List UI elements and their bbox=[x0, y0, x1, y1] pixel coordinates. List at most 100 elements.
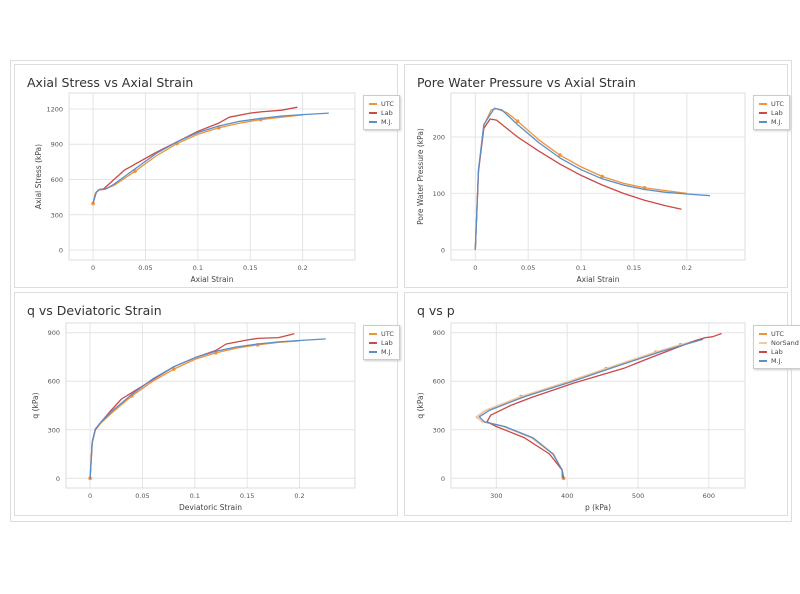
x-axis-label: p (kPa) bbox=[585, 503, 611, 512]
x-tick-label: 0.15 bbox=[240, 492, 254, 500]
legend-label: UTC bbox=[381, 99, 394, 108]
legend-item-m-j[interactable]: M.J. bbox=[369, 117, 394, 126]
legend-label: Lab bbox=[381, 338, 393, 347]
legend-item-m-j[interactable]: M.J. bbox=[759, 356, 799, 365]
data-point-utc bbox=[558, 153, 562, 157]
legend-label: M.J. bbox=[381, 117, 393, 126]
legend: UTC NorSand Lab M.J. bbox=[753, 325, 800, 369]
y-tick-label: 300 bbox=[433, 426, 445, 434]
legend-label: NorSand bbox=[771, 338, 799, 347]
legend-item-utc[interactable]: UTC bbox=[369, 329, 394, 338]
legend-swatch bbox=[759, 350, 767, 353]
data-point-utc bbox=[133, 169, 137, 174]
legend-label: Lab bbox=[771, 347, 783, 356]
series-line-m-j bbox=[474, 107, 711, 250]
data-point-utc bbox=[515, 119, 520, 124]
y-tick-label: 1200 bbox=[46, 105, 63, 113]
chart-title: q vs Deviatoric Strain bbox=[27, 303, 162, 318]
series-line-lab bbox=[92, 106, 298, 204]
legend-item-m-j[interactable]: M.J. bbox=[369, 347, 394, 356]
chart-title: q vs p bbox=[417, 303, 455, 318]
legend: UTC Lab M.J. bbox=[753, 95, 790, 130]
legend-item-lab[interactable]: Lab bbox=[759, 347, 799, 356]
legend-swatch bbox=[759, 341, 767, 344]
series-line-m-j bbox=[89, 338, 326, 479]
x-tick-label: 0 bbox=[91, 264, 95, 272]
chart-svg: 300 400 500 600 0 300 600 900 p (kPa) q (kPa) bbox=[416, 322, 746, 512]
legend-label: UTC bbox=[381, 329, 394, 338]
plot-area bbox=[450, 92, 746, 261]
x-tick-label: 0.1 bbox=[193, 264, 203, 272]
chart-panel-pore-water-pressure-vs-axial-strain: Pore Water Pressure vs Axial Strain 0 0.05… bbox=[404, 64, 790, 288]
data-point-utc bbox=[172, 367, 176, 371]
legend-item-lab[interactable]: Lab bbox=[369, 108, 394, 117]
legend-swatch bbox=[759, 359, 767, 362]
legend-item-lab[interactable]: Lab bbox=[759, 108, 784, 117]
legend: UTC Lab M.J. bbox=[363, 95, 400, 130]
y-tick-label: 900 bbox=[51, 141, 63, 149]
legend-item-m-j[interactable]: M.J. bbox=[759, 117, 784, 126]
legend-item-lab[interactable]: Lab bbox=[369, 338, 394, 347]
chart-svg: 0 0.05 0.1 0.15 0.2 0 300 600 900 1200 Axial Strai… bbox=[34, 92, 356, 284]
series-line-lab bbox=[486, 332, 722, 479]
y-tick-label: 900 bbox=[433, 329, 445, 337]
legend-swatch bbox=[369, 102, 377, 105]
x-tick-label: 0.15 bbox=[243, 264, 257, 272]
y-tick-label: 900 bbox=[48, 329, 60, 337]
y-axis-label: Pore Water Pressure (kPa) bbox=[416, 128, 425, 225]
legend-swatch bbox=[759, 120, 767, 123]
plot-area bbox=[68, 92, 356, 261]
y-tick-label: 0 bbox=[441, 475, 445, 483]
x-tick-label: 0.2 bbox=[682, 264, 692, 272]
x-tick-label: 0 bbox=[473, 264, 477, 272]
x-tick-label: 400 bbox=[561, 492, 573, 500]
x-tick-label: 0.05 bbox=[138, 264, 152, 272]
y-tick-label: 0 bbox=[59, 247, 63, 255]
legend-swatch bbox=[759, 102, 767, 105]
series-line-utc bbox=[475, 338, 702, 479]
series-line-norsand bbox=[475, 338, 702, 479]
legend-item-utc[interactable]: UTC bbox=[759, 99, 784, 108]
legend-swatch bbox=[369, 341, 377, 344]
x-axis-label: Axial Strain bbox=[191, 275, 234, 284]
y-tick-label: 200 bbox=[433, 134, 445, 142]
dashboard-frame bbox=[10, 60, 792, 522]
legend-swatch bbox=[369, 350, 377, 353]
y-axis-label: Axial Stress (kPa) bbox=[34, 144, 43, 209]
y-tick-label: 0 bbox=[441, 246, 445, 254]
chart-svg: 0 0.05 0.1 0.15 0.2 0 100 200 Axial Strain Pore W… bbox=[416, 92, 746, 284]
x-tick-label: 600 bbox=[703, 492, 715, 500]
legend: UTC Lab M.J. bbox=[363, 325, 400, 360]
x-tick-label: 0 bbox=[88, 492, 92, 500]
chart-title: Pore Water Pressure vs Axial Strain bbox=[417, 75, 636, 90]
legend-item-utc[interactable]: UTC bbox=[759, 329, 799, 338]
chart-svg: 0 0.05 0.1 0.15 0.2 0 300 600 900 Deviatoric Stra… bbox=[31, 322, 356, 512]
data-point-utc bbox=[600, 174, 605, 179]
x-tick-label: 500 bbox=[632, 492, 644, 500]
x-tick-label: 300 bbox=[490, 492, 502, 500]
y-tick-label: 600 bbox=[433, 378, 445, 386]
legend-label: Lab bbox=[771, 108, 783, 117]
legend-label: M.J. bbox=[771, 117, 783, 126]
legend-swatch bbox=[759, 332, 767, 335]
legend-label: Lab bbox=[381, 108, 393, 117]
plot-area bbox=[450, 322, 746, 489]
legend-swatch bbox=[759, 111, 767, 114]
series-line-m-j bbox=[478, 338, 704, 479]
x-tick-label: 0.05 bbox=[135, 492, 149, 500]
legend-label: M.J. bbox=[381, 347, 393, 356]
series-line-lab bbox=[474, 118, 682, 250]
chart-panel-q-vs-p: q vs p 300 400 500 600 0 300 600 900 p (kPa) q (kP… bbox=[404, 292, 800, 516]
legend-swatch bbox=[369, 332, 377, 335]
y-axis-label: q (kPa) bbox=[31, 392, 40, 418]
chart-panel-axial-stress-vs-axial-strain: Axial Stress vs Axial Strain 0 0.05 0.1 0.15… bbox=[14, 64, 400, 288]
y-tick-label: 600 bbox=[48, 378, 60, 386]
x-tick-label: 0.2 bbox=[294, 492, 304, 500]
legend-swatch bbox=[369, 111, 377, 114]
legend-label: UTC bbox=[771, 329, 784, 338]
legend-item-utc[interactable]: UTC bbox=[369, 99, 394, 108]
series-line-m-j bbox=[92, 112, 329, 204]
legend-item-norsand[interactable]: NorSand bbox=[759, 338, 799, 347]
y-tick-label: 300 bbox=[51, 211, 63, 219]
y-tick-label: 0 bbox=[56, 475, 60, 483]
